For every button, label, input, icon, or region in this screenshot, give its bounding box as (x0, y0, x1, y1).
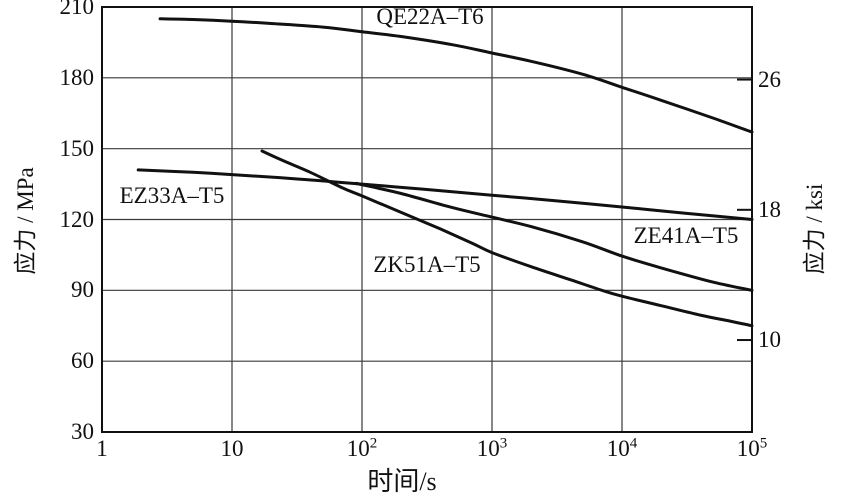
x-tick-label: 105 (736, 435, 768, 461)
y-axis-title-mpa: 应力 / MPa (13, 167, 38, 275)
x-tick-label: 104 (606, 435, 638, 461)
y-tick-label-ksi: 26 (758, 66, 781, 92)
y-tick-label-mpa: 120 (59, 206, 95, 232)
y-tick-label-mpa: 60 (71, 348, 94, 374)
y-tick-label-mpa: 210 (59, 0, 95, 19)
y-tick-label-mpa: 180 (59, 64, 95, 90)
series-curve-3 (354, 181, 754, 292)
series-curve-1 (136, 168, 754, 221)
series-label-ze41a: ZE41A–T5 (633, 223, 739, 248)
series-label-ez33a: EZ33A–T5 (119, 183, 225, 208)
x-axis-title: 时间/s (367, 467, 437, 496)
x-tick-label: 102 (346, 435, 378, 461)
series-curve-2 (260, 149, 754, 328)
y-tick-label-mpa: 150 (59, 135, 95, 161)
y-tick-label-ksi: 18 (758, 196, 781, 222)
y-axis-title-ksi: 应力 / ksi (802, 183, 827, 275)
x-tick-label: 1 (96, 436, 108, 461)
y-tick-label-mpa: 90 (71, 277, 94, 303)
series-label-zk51a: ZK51A–T5 (373, 252, 481, 277)
y-tick-label-ksi: 10 (758, 327, 781, 353)
series-label-qe22a: QE22A–T6 (376, 4, 484, 29)
y-tick-label-mpa: 30 (71, 419, 94, 444)
x-tick-label: 10 (220, 436, 244, 461)
series-curve-0 (158, 17, 754, 134)
x-tick-label: 103 (476, 435, 508, 461)
